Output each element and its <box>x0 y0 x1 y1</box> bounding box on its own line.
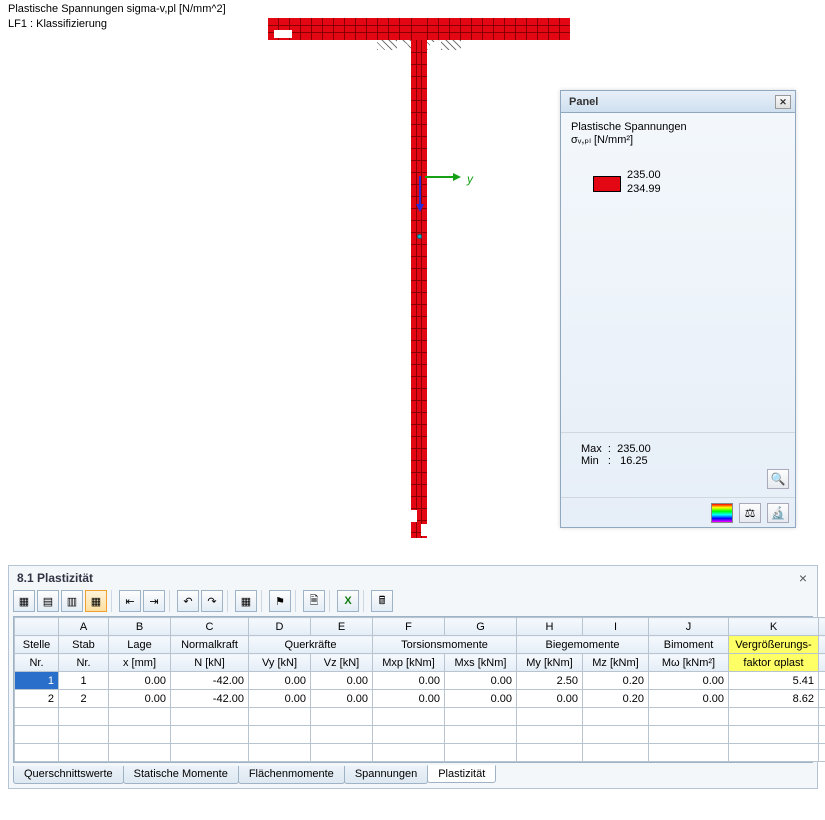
axis-y-label: y <box>467 172 473 186</box>
table-row-empty <box>15 744 825 762</box>
panel-titlebar[interactable]: Panel ✕ <box>561 91 795 113</box>
panel-title: Panel <box>569 96 598 108</box>
tb-icon-1[interactable]: ▦ <box>13 590 35 612</box>
microscope-icon[interactable]: 🔬 <box>767 503 789 523</box>
tab-flaechenmomente[interactable]: Flächenmomente <box>238 766 345 784</box>
table-row[interactable]: 1 1 0.00 -42.00 0.00 0.00 0.00 0.00 2.50… <box>15 672 825 690</box>
panel-subtitle2: σᵥ,ₚₗ [N/mm²] <box>571 133 785 146</box>
tab-plastizitaet[interactable]: Plastizität <box>427 765 496 783</box>
tb-icon-3[interactable]: ▥ <box>61 590 83 612</box>
tab-statische-momente[interactable]: Statische Momente <box>123 766 239 784</box>
tb-icon-undo[interactable]: ↶ <box>177 590 199 612</box>
tb-icon-table[interactable]: ▦ <box>235 590 257 612</box>
zoom-icon[interactable]: 🔍 <box>767 469 789 489</box>
legend-bottom: 234.99 <box>627 182 661 196</box>
tb-icon-redo[interactable]: ↷ <box>201 590 223 612</box>
origin-marker <box>417 234 422 239</box>
tb-icon-5[interactable]: ⇤ <box>119 590 141 612</box>
legend-panel: Panel ✕ Plastische Spannungen σᵥ,ₚₗ [N/m… <box>560 90 796 528</box>
unit-header-row: Nr. Nr. x [mm] N [kN] Vy [kN] Vz [kN] Mx… <box>15 654 825 672</box>
legend-top: 235.00 <box>627 168 661 182</box>
results-grid-window: 8.1 Plastizität × ▦ ▤ ▥ ▦ ⇤ ⇥ ↶ ↷ ▦ ⚑ 🗎 … <box>8 565 818 789</box>
grid-toolbar: ▦ ▤ ▥ ▦ ⇤ ⇥ ↶ ↷ ▦ ⚑ 🗎 X 🖩 <box>9 588 817 616</box>
balance-icon[interactable]: ⚖ <box>739 503 761 523</box>
tb-icon-page[interactable]: 🗎 <box>303 590 325 612</box>
table-row[interactable]: 2 2 0.00 -42.00 0.00 0.00 0.00 0.00 0.00… <box>15 690 825 708</box>
panel-close-icon[interactable]: ✕ <box>775 95 791 109</box>
tb-icon-excel[interactable]: X <box>337 590 359 612</box>
data-grid[interactable]: A B C D E F G H I J K L Stelle Stab Lage <box>13 616 813 763</box>
col-letter-row: A B C D E F G H I J K L <box>15 618 825 636</box>
tb-icon-4[interactable]: ▦ <box>85 590 107 612</box>
legend: 235.00 234.99 <box>593 168 785 197</box>
web <box>411 40 427 538</box>
tab-querschnittswerte[interactable]: Querschnittswerte <box>13 766 124 784</box>
t-section <box>268 18 570 538</box>
tb-icon-flag[interactable]: ⚑ <box>269 590 291 612</box>
tb-icon-6[interactable]: ⇥ <box>143 590 165 612</box>
tab-spannungen[interactable]: Spannungen <box>344 766 428 784</box>
tb-icon-2[interactable]: ▤ <box>37 590 59 612</box>
legend-swatch <box>593 176 621 192</box>
table-row-empty <box>15 726 825 744</box>
grid-title: 8.1 Plastizität <box>17 571 93 585</box>
panel-stats: Max : 235.00 Min : 16.25 <box>561 432 795 497</box>
tb-icon-calc[interactable]: 🖩 <box>371 590 393 612</box>
table-row-empty <box>15 708 825 726</box>
bottom-tabs: Querschnittswerte Statische Momente Fläc… <box>9 763 817 788</box>
fillet-left <box>397 40 411 54</box>
grid-close-icon[interactable]: × <box>795 570 811 586</box>
panel-subtitle1: Plastische Spannungen <box>571 121 785 133</box>
fillet-right <box>427 40 441 54</box>
flange <box>268 18 570 40</box>
color-scale-icon[interactable] <box>711 503 733 523</box>
group-header-row: Stelle Stab Lage Normalkraft Querkräfte … <box>15 636 825 654</box>
